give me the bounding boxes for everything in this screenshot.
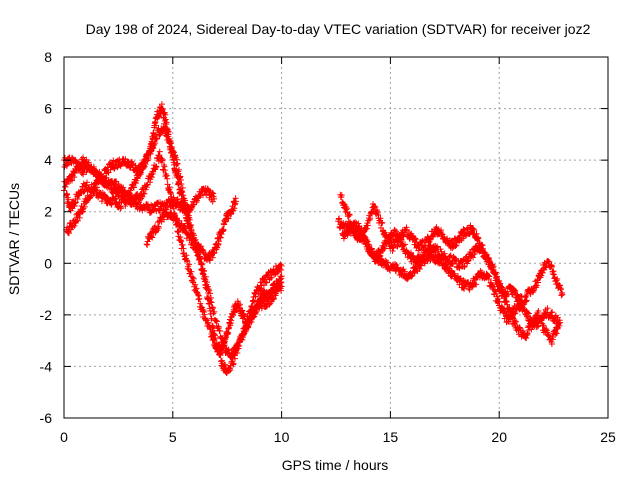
x-tick-label: 10 (274, 429, 290, 445)
x-tick-label: 20 (491, 429, 507, 445)
y-tick-label: -2 (40, 307, 53, 323)
series-track-e (143, 206, 285, 361)
point-markers (339, 219, 561, 348)
axis-ticks: 0 5 10 15 20 25 -6 -4 -2 0 2 4 6 8 (40, 49, 616, 445)
point-markers (335, 215, 564, 331)
series-track-h (339, 219, 561, 348)
y-tick-label: 8 (44, 49, 52, 65)
x-tick-label: 25 (600, 429, 616, 445)
grid-lines (64, 57, 608, 418)
y-tick-label: 4 (44, 152, 52, 168)
point-markers (63, 120, 285, 377)
y-tick-label: -4 (40, 358, 53, 374)
y-tick-label: 6 (44, 101, 52, 117)
plot-frame (63, 56, 609, 419)
series-layer (61, 101, 566, 377)
y-tick-label: 2 (44, 204, 52, 220)
chart-title: Day 198 of 2024, Sidereal Day-to-day VTE… (86, 21, 591, 37)
series-track-d (63, 120, 285, 377)
y-tick-label: -6 (40, 410, 53, 426)
y-axis-title: SDTVAR / TECUs (6, 183, 22, 295)
x-axis-title: GPS time / hours (282, 457, 389, 473)
point-markers (143, 206, 285, 361)
y-tick-label: 0 (44, 255, 52, 271)
x-tick-label: 15 (383, 429, 399, 445)
x-tick-label: 0 (60, 429, 68, 445)
x-tick-label: 5 (169, 429, 177, 445)
series-track-f (335, 215, 564, 331)
